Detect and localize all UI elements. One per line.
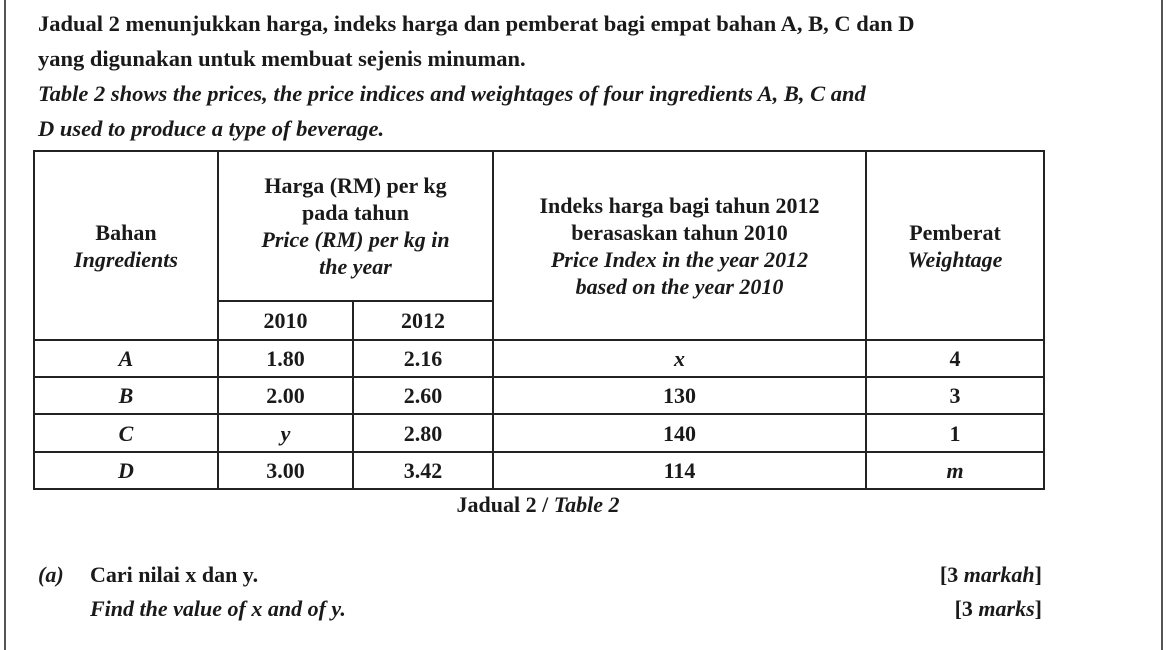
header-ingredients: Bahan Ingredients xyxy=(33,150,219,341)
header-year-2010: 2010 xyxy=(217,300,354,341)
marks-english: [3 marks] xyxy=(954,596,1042,621)
header-weightage: Pemberat Weightage xyxy=(865,150,1045,341)
question-intro: Jadual 2 menunjukkan harga, indeks harga… xyxy=(38,6,1148,146)
header-price-index: Indeks harga bagi tahun 2012 berasaskan t… xyxy=(492,150,867,341)
question-a-label: (a) xyxy=(38,562,64,587)
intro-malay-line2: yang digunakan untuk membuat sejenis min… xyxy=(38,46,526,71)
page-border-left xyxy=(4,0,6,650)
table-row: D 3.00 3.42 114 m xyxy=(33,451,1045,490)
intro-malay-line1: Jadual 2 menunjukkan harga, indeks harga… xyxy=(38,11,915,36)
page-border-right xyxy=(1161,0,1163,650)
header-year-2012: 2012 xyxy=(352,300,494,341)
table-caption: Jadual 2 / Table 2 xyxy=(456,492,620,517)
marks-malay: [3 markah] xyxy=(939,562,1042,587)
price-index-table: Bahan Ingredients Harga (RM) per kg pada t… xyxy=(33,150,1045,490)
question-a-malay: Cari nilai x dan y. xyxy=(90,562,259,587)
intro-english-line2: D used to produce a type of beverage. xyxy=(38,116,385,141)
header-price: Harga (RM) per kg pada tahun Price (RM) pe… xyxy=(217,150,494,302)
question-a-english: Find the value of x and of y. xyxy=(90,596,346,621)
table-row: B 2.00 2.60 130 3 xyxy=(33,376,1045,415)
table-row: A 1.80 2.16 x 4 xyxy=(33,339,1045,378)
intro-english-line1: Table 2 shows the prices, the price indi… xyxy=(38,81,866,106)
